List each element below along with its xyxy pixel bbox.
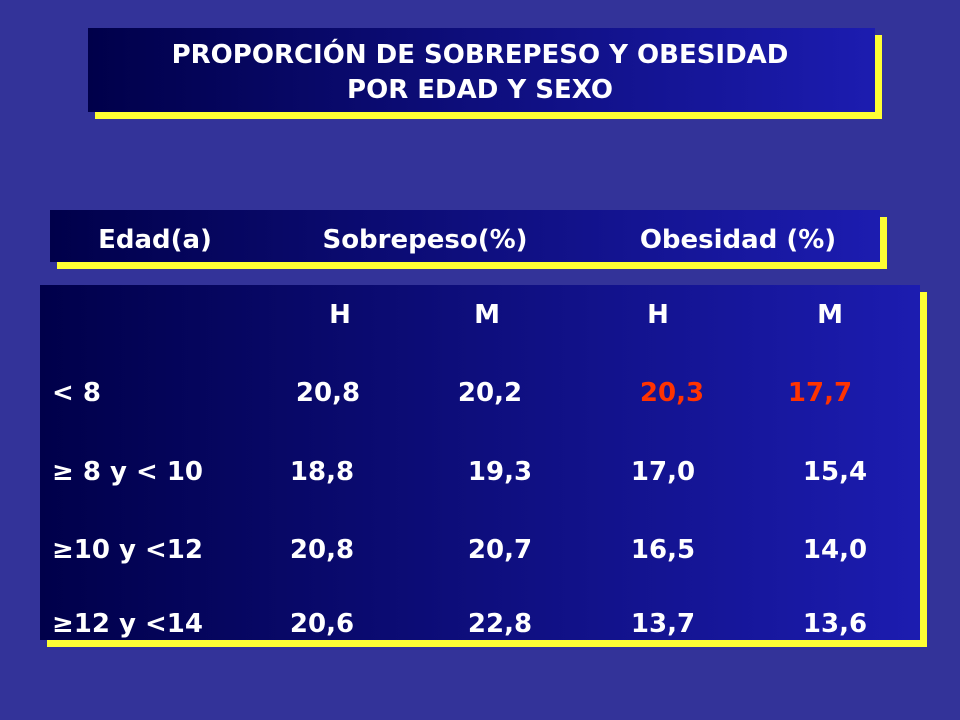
row-label: ≥ 8 y < 10: [52, 457, 203, 487]
cell: 22,8: [467, 609, 533, 639]
cell: 13,7: [630, 609, 696, 639]
title-line: POR EDAD Y SEXO: [347, 75, 613, 105]
column-header: Edad(a): [98, 225, 212, 255]
cell: 18,8: [289, 457, 355, 487]
cell: 20,8: [295, 378, 361, 408]
title-line: PROPORCIÓN DE SOBREPESO Y OBESIDAD: [171, 40, 789, 70]
cell: 20,3: [639, 378, 705, 408]
sub-header: M: [474, 300, 500, 330]
table-box: [40, 285, 920, 640]
cell: 19,3: [467, 457, 533, 487]
cell: 16,5: [630, 535, 696, 565]
cell: 20,8: [289, 535, 355, 565]
column-header: Sobrepeso(%): [322, 225, 528, 255]
row-label: ≥12 y <14: [52, 609, 203, 639]
row-label: < 8: [52, 378, 101, 408]
cell: 20,6: [289, 609, 355, 639]
cell: 20,7: [467, 535, 533, 565]
cell: 14,0: [802, 535, 868, 565]
sub-header: H: [647, 300, 669, 330]
sub-header: H: [329, 300, 351, 330]
cell: 20,2: [457, 378, 523, 408]
title-box: [88, 28, 875, 112]
column-header: Obesidad (%): [639, 225, 837, 255]
cell: 17,0: [630, 457, 696, 487]
cell: 13,6: [802, 609, 868, 639]
cell: 15,4: [802, 457, 868, 487]
row-label: ≥10 y <12: [52, 535, 203, 565]
header-box: [50, 210, 880, 262]
cell: 17,7: [787, 378, 853, 408]
sub-header: M: [817, 300, 843, 330]
